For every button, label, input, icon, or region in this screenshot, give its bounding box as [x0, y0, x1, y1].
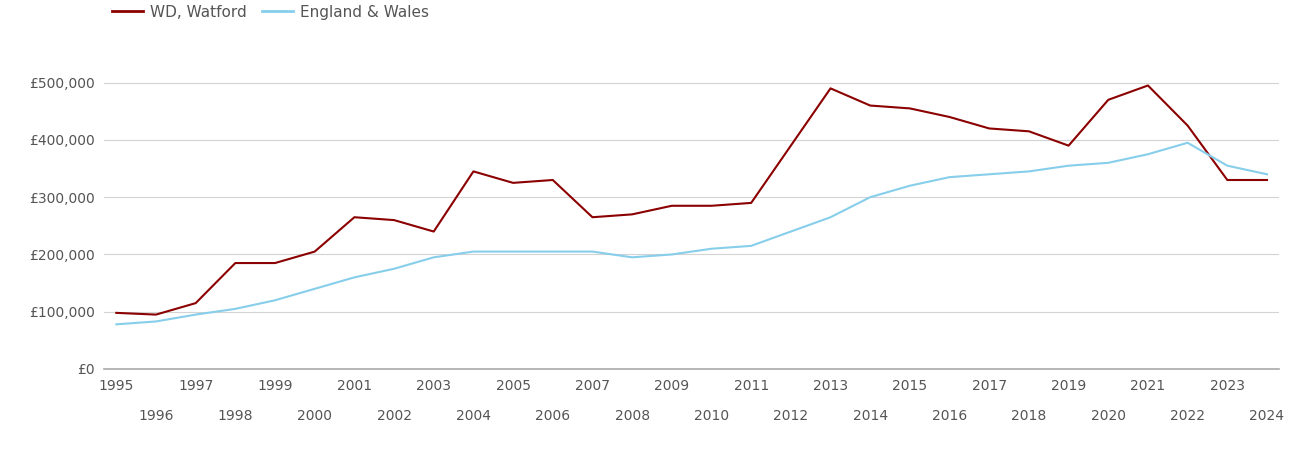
England & Wales: [188, 312, 204, 317]
WD, Watford: [466, 169, 482, 174]
WD, Watford: [1100, 97, 1116, 103]
England & Wales: [744, 243, 760, 248]
England & Wales: [863, 194, 878, 200]
England & Wales: [505, 249, 521, 254]
WD, Watford: [1219, 177, 1235, 183]
Line: England & Wales: England & Wales: [116, 143, 1267, 324]
England & Wales: [585, 249, 600, 254]
WD, Watford: [822, 86, 838, 91]
WD, Watford: [902, 106, 917, 111]
England & Wales: [1219, 163, 1235, 168]
WD, Watford: [307, 249, 322, 254]
England & Wales: [386, 266, 402, 271]
England & Wales: [1259, 171, 1275, 177]
WD, Watford: [942, 114, 958, 120]
WD, Watford: [863, 103, 878, 108]
WD, Watford: [744, 200, 760, 206]
England & Wales: [1141, 152, 1156, 157]
England & Wales: [347, 274, 363, 280]
WD, Watford: [108, 310, 124, 315]
England & Wales: [108, 322, 124, 327]
WD, Watford: [664, 203, 680, 208]
WD, Watford: [703, 203, 719, 208]
England & Wales: [703, 246, 719, 252]
WD, Watford: [188, 301, 204, 306]
WD, Watford: [1141, 83, 1156, 88]
England & Wales: [1180, 140, 1195, 145]
England & Wales: [268, 297, 283, 303]
WD, Watford: [149, 312, 164, 317]
WD, Watford: [624, 212, 639, 217]
England & Wales: [981, 171, 997, 177]
England & Wales: [466, 249, 482, 254]
WD, Watford: [1061, 143, 1077, 148]
England & Wales: [1061, 163, 1077, 168]
Line: WD, Watford: WD, Watford: [116, 86, 1267, 315]
England & Wales: [425, 255, 441, 260]
England & Wales: [149, 319, 164, 324]
England & Wales: [902, 183, 917, 189]
Legend: WD, Watford, England & Wales: WD, Watford, England & Wales: [112, 5, 429, 20]
WD, Watford: [545, 177, 561, 183]
WD, Watford: [783, 143, 799, 148]
WD, Watford: [981, 126, 997, 131]
WD, Watford: [1180, 123, 1195, 128]
England & Wales: [545, 249, 561, 254]
England & Wales: [1100, 160, 1116, 166]
WD, Watford: [347, 215, 363, 220]
England & Wales: [1021, 169, 1036, 174]
England & Wales: [822, 215, 838, 220]
England & Wales: [227, 306, 243, 311]
England & Wales: [307, 286, 322, 292]
WD, Watford: [1021, 129, 1036, 134]
WD, Watford: [505, 180, 521, 185]
England & Wales: [942, 175, 958, 180]
WD, Watford: [425, 229, 441, 234]
WD, Watford: [227, 261, 243, 266]
WD, Watford: [1259, 177, 1275, 183]
England & Wales: [624, 255, 639, 260]
WD, Watford: [386, 217, 402, 223]
WD, Watford: [585, 215, 600, 220]
England & Wales: [664, 252, 680, 257]
WD, Watford: [268, 261, 283, 266]
England & Wales: [783, 229, 799, 234]
